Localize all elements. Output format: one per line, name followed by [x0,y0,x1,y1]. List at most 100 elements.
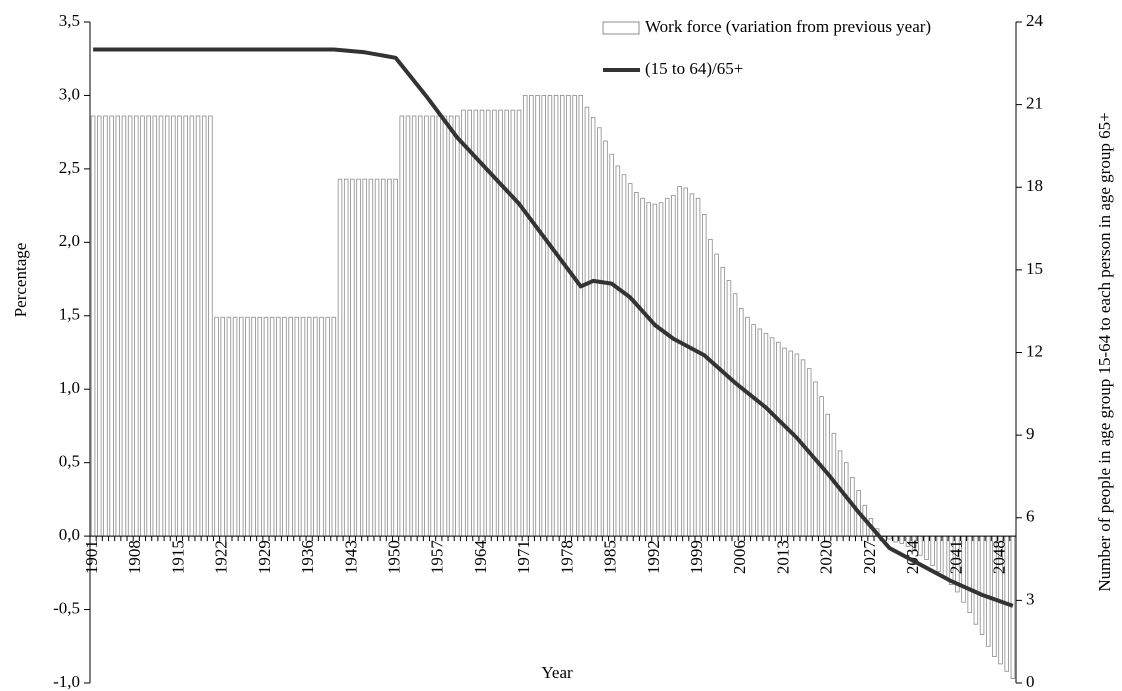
bar [615,165,621,537]
y-tick-label: 3,0 [59,84,80,103]
bar [714,253,719,537]
bar [177,115,182,537]
bar [769,337,775,537]
y2-axis-label: Number of people in age group 15-64 to e… [1095,112,1114,591]
y2-tick-label: 15 [1026,259,1043,278]
bar [535,95,540,537]
bar [578,95,584,537]
bar [436,115,442,537]
bar [189,115,195,537]
bar [140,115,145,537]
y2-tick-label: 9 [1026,424,1035,443]
bar [788,350,793,537]
x-tick-label: 1908 [125,540,144,574]
x-tick-label: 1964 [471,540,490,575]
bar [522,95,528,537]
bar [276,316,281,537]
bar [479,109,485,537]
y-tick-label: 1,5 [59,305,80,324]
bar [399,115,405,537]
y-axis-label: Percentage [11,243,30,318]
y2-tick-label: 12 [1026,341,1043,360]
bar [621,174,627,537]
y-tick-label: 0,0 [59,525,80,544]
bar [195,115,201,537]
y-tick-label: 2,5 [59,158,80,177]
bar [158,115,164,537]
x-tick-label: 1992 [644,540,663,574]
bar [726,280,732,537]
bar [467,109,472,537]
y2-tick-label: 6 [1026,507,1035,526]
x-tick-label: 1915 [168,540,187,574]
y-tick-label: -1,0 [53,672,80,691]
bar [516,109,522,537]
bar [473,109,479,537]
bar [732,293,738,537]
bar [418,115,423,537]
bar [350,178,355,537]
bar [424,115,429,537]
x-tick-label: 2013 [773,540,792,574]
bar [313,316,318,537]
bar [627,183,633,537]
bar [134,115,139,537]
bar [510,109,516,537]
line [93,47,1014,608]
bar [263,316,269,537]
bar [269,316,275,537]
bar [634,191,639,537]
bar [337,178,343,537]
bar [924,535,929,561]
bar [109,115,114,537]
x-tick-label: 1950 [384,540,403,574]
bar [529,95,534,537]
bar [547,95,553,537]
bar [214,316,219,537]
bar [566,95,571,537]
x-tick-label: 2020 [817,540,836,574]
y2-tick-label: 21 [1026,94,1043,113]
bar [115,115,121,537]
bar [695,197,701,537]
x-tick-label: 1922 [212,540,231,574]
bar [411,115,417,537]
bar [152,115,158,537]
bar [936,535,942,572]
bar [689,193,695,537]
x-tick-label: 2034 [903,540,922,575]
bar [603,140,608,537]
bar [288,316,293,537]
legend-label: (15 to 64)/65+ [645,59,743,78]
bar [739,308,744,537]
bar [319,316,324,537]
bar [572,95,577,537]
bar [701,214,707,537]
bar [164,115,170,537]
bar [127,115,133,537]
y2-tick-label: 24 [1026,11,1044,30]
y-tick-label: 1,0 [59,378,80,397]
bar [664,197,670,537]
bar [405,115,411,537]
bar [331,316,337,537]
bar [652,203,658,537]
legend-swatch [602,21,640,35]
bar [597,127,602,537]
y-tick-label: -0,5 [53,598,80,617]
x-tick-label: 1936 [298,540,317,574]
bar [461,109,466,537]
bar [658,202,664,537]
bar [430,115,435,537]
bar [245,316,250,537]
bar [90,115,96,537]
y2-tick-label: 3 [1026,589,1035,608]
bar [257,316,263,537]
x-tick-label: 1957 [428,540,447,575]
bar [973,535,979,625]
bar [930,535,935,566]
legend-label: Work force (variation from previous year… [645,17,931,36]
bar [504,109,509,537]
x-tick-label: 1971 [514,540,533,574]
bar [757,328,763,537]
